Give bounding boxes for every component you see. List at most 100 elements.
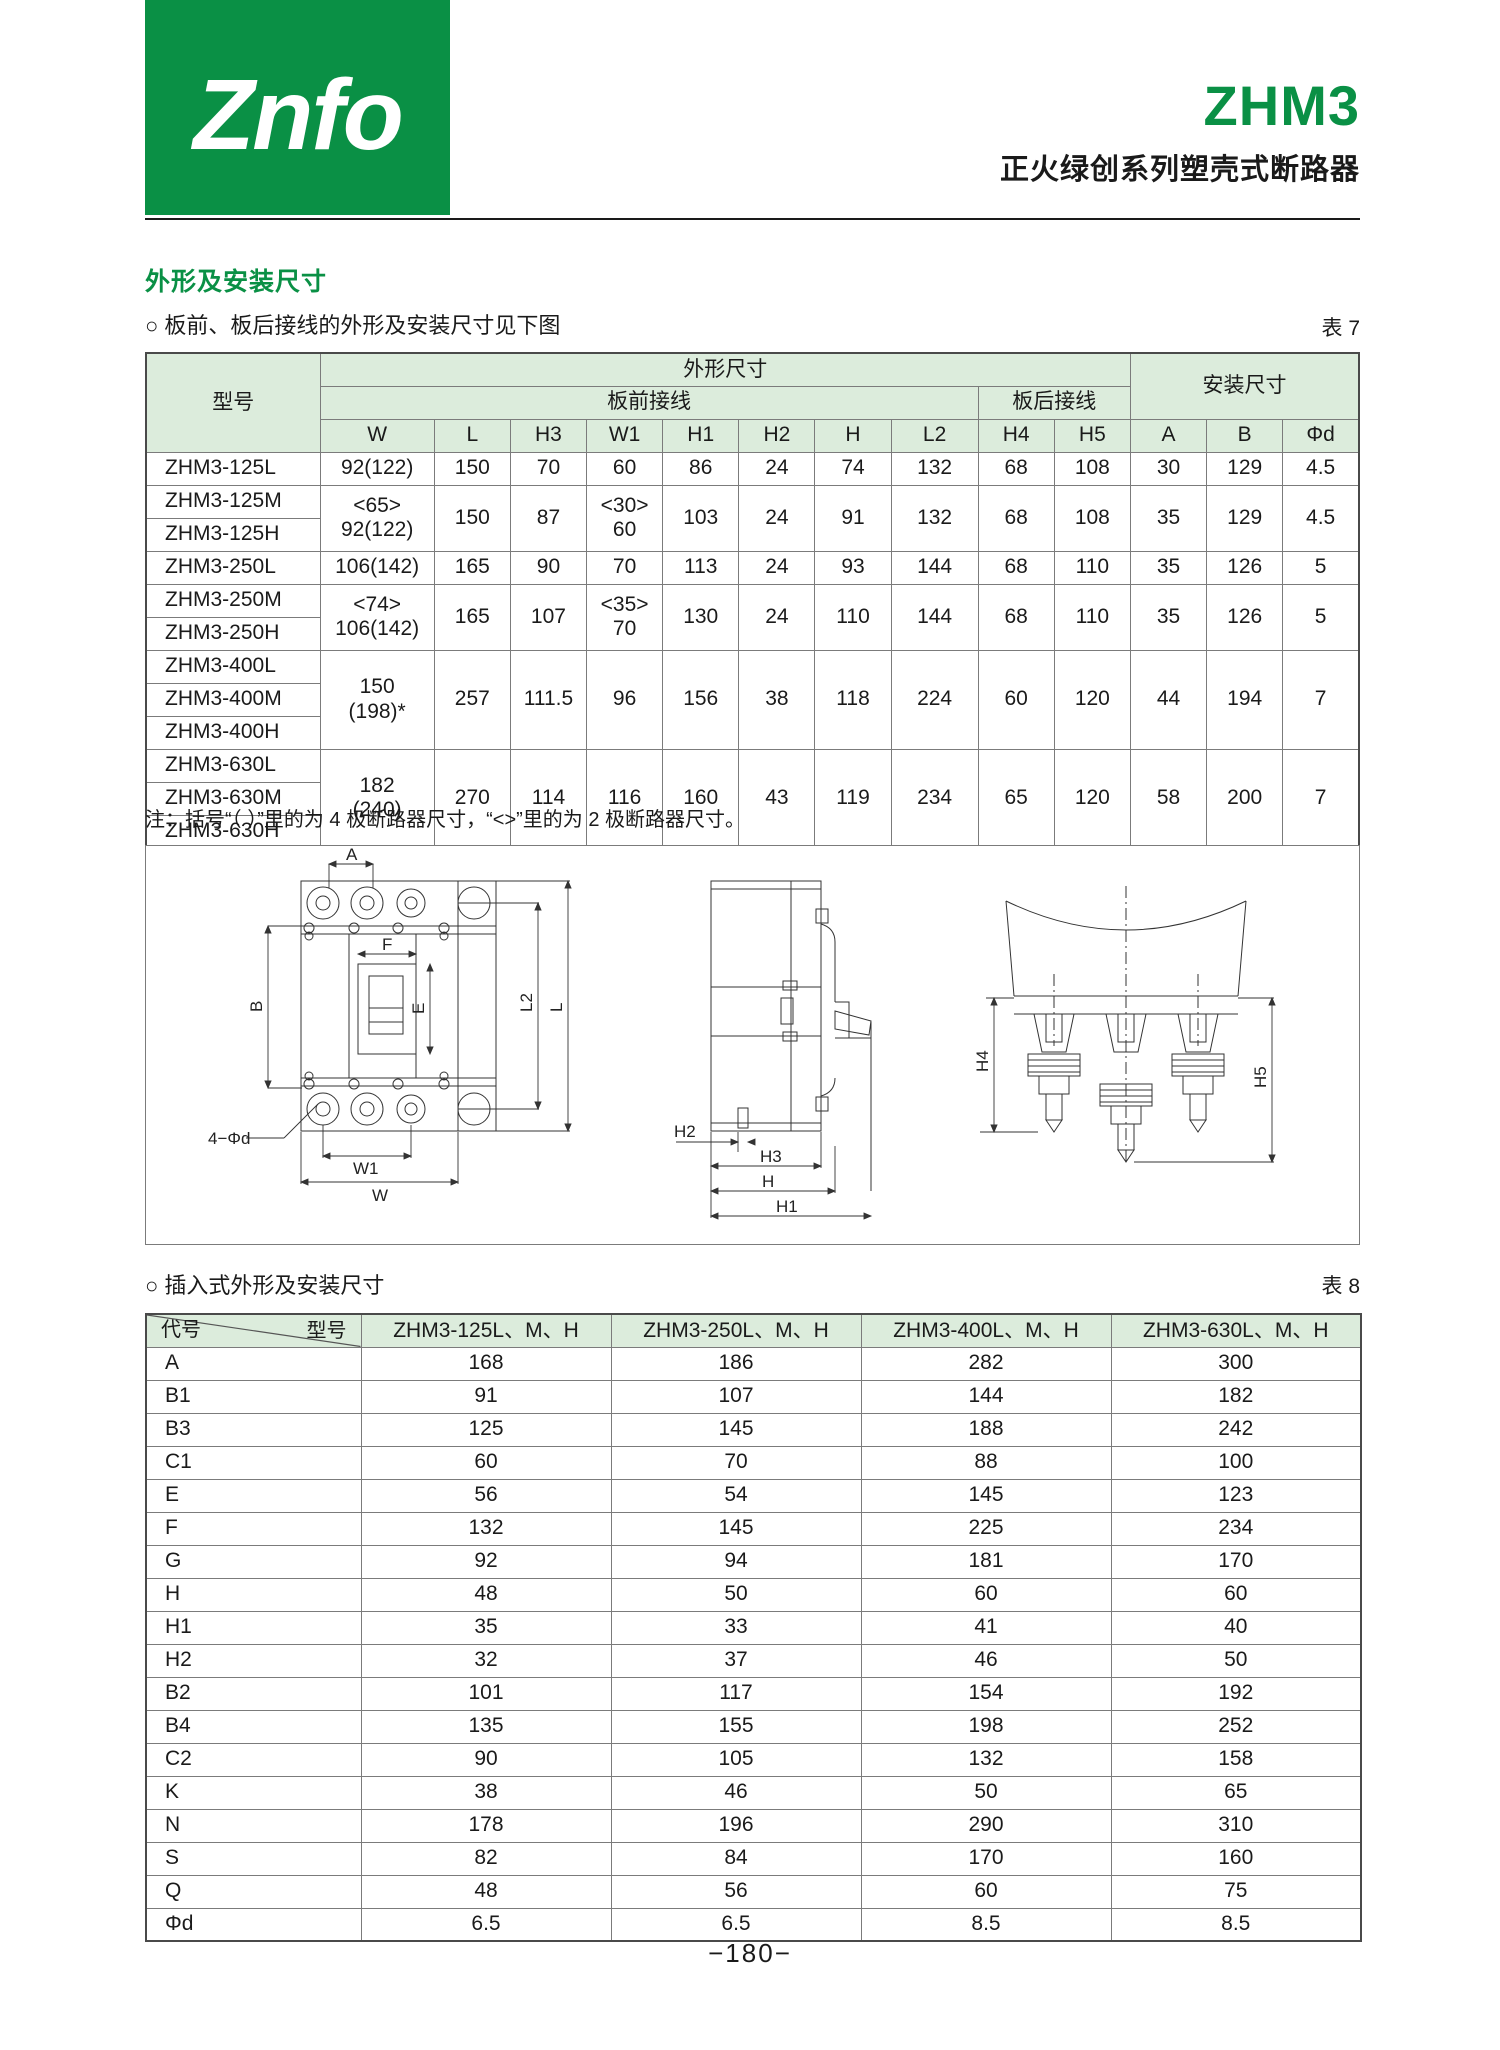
cell-value: 145 (860, 1478, 1112, 1513)
cell-value: 132 (890, 484, 979, 552)
cell-value: 87 (509, 484, 588, 552)
label-H5: H5 (1251, 1066, 1270, 1088)
th-model-250: ZHM3-250L、M、H (610, 1313, 862, 1348)
cell-model: ZHM3-250H (145, 616, 321, 651)
th-col-W: W (319, 418, 435, 453)
cell-value: 290 (860, 1808, 1112, 1843)
cell-value: 252 (1110, 1709, 1362, 1744)
cell-value: 70 (610, 1445, 862, 1480)
cell-code: A (145, 1346, 362, 1381)
cell-value: 24 (738, 451, 816, 486)
cell-value: 310 (1110, 1808, 1362, 1843)
cell-value: 35 (1129, 484, 1208, 552)
cell-value: 68 (977, 451, 1055, 486)
cell-value: 192 (1110, 1676, 1362, 1711)
cell-value: 150 (198)* (319, 649, 435, 750)
cell-code: H2 (145, 1643, 362, 1678)
table-row: B4 135 155 198 252 (145, 1709, 1362, 1744)
label-H4: H4 (973, 1050, 992, 1072)
table-row: B2 101 117 154 192 (145, 1676, 1362, 1711)
table-header-row: 板前接线 板后接线 (146, 385, 1359, 420)
table-row: ZHM3-630H (145, 814, 1359, 849)
cell-value: 38 (738, 649, 816, 750)
cell-value: 178 (360, 1808, 612, 1843)
cell-value: 106(142) (319, 550, 435, 585)
cell-value: 43 (738, 748, 816, 849)
th-group-install: 安装尺寸 (1129, 352, 1360, 420)
th-model-630: ZHM3-630L、M、H (1110, 1313, 1362, 1348)
cell-value: <74> 106(142) (319, 583, 435, 651)
label-L: L (547, 1003, 566, 1012)
cell-value: 58 (1129, 748, 1208, 849)
cell-value: 257 (433, 649, 511, 750)
th-col-H2: H2 (738, 418, 816, 453)
cell-value: 234 (890, 748, 979, 849)
label-B: B (247, 1001, 266, 1012)
cell-value: 107 (509, 583, 588, 651)
th-col-H: H (814, 418, 892, 453)
cell-value: 158 (1110, 1742, 1362, 1777)
th-col-L2: L2 (890, 418, 979, 453)
cell-value: 54 (610, 1478, 862, 1513)
cell-code: K (145, 1775, 362, 1810)
cell-model: ZHM3-400H (145, 715, 321, 750)
cell-model: ZHM3-125M (145, 484, 321, 519)
cell-value: 65 (1110, 1775, 1362, 1810)
cell-value: 30 (1129, 451, 1208, 486)
th-col-H3: H3 (509, 418, 588, 453)
cell-value: 56 (360, 1478, 612, 1513)
cell-value: 242 (1110, 1412, 1362, 1447)
cell-code: Φd (145, 1907, 362, 1942)
cell-value: 170 (860, 1841, 1112, 1876)
cell-value: 96 (586, 649, 664, 750)
cell-value: 198 (860, 1709, 1112, 1744)
table-row: ZHM3-630M (145, 781, 1359, 816)
cell-value: 120 (1053, 649, 1131, 750)
cell-code: N (145, 1808, 362, 1843)
cell-value: 35 (1129, 550, 1208, 585)
cell-value: 8.5 (860, 1907, 1112, 1942)
cell-value: 48 (360, 1874, 612, 1909)
cell-value: 68 (977, 583, 1055, 651)
table-row: ZHM3-400M (145, 682, 1359, 717)
cell-value: 100 (1110, 1445, 1362, 1480)
cell-value: 186 (610, 1346, 862, 1381)
cell-value: 75 (1110, 1874, 1362, 1909)
side-view-drawing: H2 H3 H H1 (674, 880, 873, 1220)
cell-value: 135 (360, 1709, 612, 1744)
cell-value: 108 (1053, 451, 1131, 486)
table-row: S 82 84 170 160 (145, 1841, 1362, 1876)
table7-note: 注：括号“（ ）”里的为 4 极断路器尺寸，“<>”里的为 2 极断路器尺寸。 (145, 809, 746, 831)
cell-value: 35 (360, 1610, 612, 1645)
table-row: N 178 196 290 310 (145, 1808, 1362, 1843)
cell-value: 129 (1206, 484, 1284, 552)
plug-in-dimensions-table: 型号 代号 ZHM3-125L、M、H ZHM3-250L、M、H ZHM3-4… (145, 1313, 1362, 1942)
th-col-L: L (433, 418, 511, 453)
section-title: 外形及安装尺寸 (145, 268, 328, 296)
cell-value: 160 (1110, 1841, 1362, 1876)
header-title-group: ZHM3 正火绿创系列塑壳式断路器 (1000, 78, 1360, 188)
cell-value: 91 (360, 1379, 612, 1414)
cell-value: 60 (860, 1577, 1112, 1612)
th-col-H1: H1 (662, 418, 740, 453)
cell-value: 119 (814, 748, 892, 849)
outline-dimensions-table: 型号 外形尺寸 安装尺寸 板前接线 板后接线 W L H3 W1 H1 H2 H… (145, 352, 1360, 849)
th-col-Phid: Φd (1282, 418, 1360, 453)
cell-value: 48 (360, 1577, 612, 1612)
cell-value: 4.5 (1282, 451, 1360, 486)
label-E: E (409, 1003, 428, 1014)
cell-value: 103 (662, 484, 740, 552)
cell-value: <35> 70 (586, 583, 664, 651)
cell-code: B4 (145, 1709, 362, 1744)
cell-value: 120 (1053, 748, 1131, 849)
cell-code: C2 (145, 1742, 362, 1777)
cell-value: 165 (433, 583, 511, 651)
cell-code: C1 (145, 1445, 362, 1480)
table-row: ZHM3-630L 182 (240) 270 114 116 160 43 119 234 65 1… (145, 748, 1360, 849)
cell-value: 68 (977, 550, 1055, 585)
cell-value: 110 (814, 583, 892, 651)
cell-code: G (145, 1544, 362, 1579)
product-subtitle: 正火绿创系列塑壳式断路器 (999, 154, 1360, 186)
cell-value: 60 (586, 451, 664, 486)
cell-value: 300 (1110, 1346, 1362, 1381)
